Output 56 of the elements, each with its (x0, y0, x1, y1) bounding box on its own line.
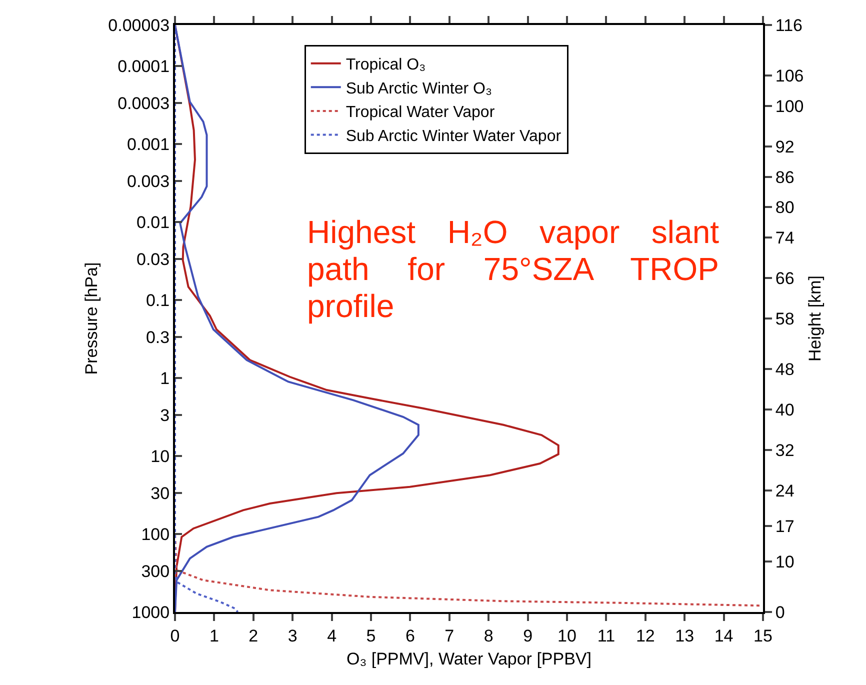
x-tick-label: 9 (523, 626, 533, 646)
y2-tick-label: 0 (775, 602, 785, 622)
x-tick-label: 14 (714, 626, 734, 646)
y-tick-label: 100 (141, 524, 170, 544)
x-tick-label: 0 (170, 626, 180, 646)
y2-tick-label: 17 (775, 516, 794, 536)
x-tick-label: 13 (675, 626, 694, 646)
legend-label: Sub Arctic Winter O₃ (346, 80, 492, 98)
legend-label: Sub Arctic Winter Water Vapor (346, 128, 562, 145)
y-tick-label: 300 (141, 562, 170, 582)
y2-tick-label: 10 (775, 552, 794, 572)
y2-tick-label: 40 (775, 400, 794, 420)
y2-tick-label: 86 (775, 168, 794, 187)
y2-tick-label: 58 (775, 309, 794, 328)
y2-tick-label: 74 (775, 228, 794, 248)
x-tick-label: 6 (405, 626, 415, 646)
y-tick-label: 0.1 (146, 290, 170, 310)
y-tick-label: 0.03 (136, 250, 170, 270)
y2-tick-label: 32 (775, 441, 794, 460)
y2-tick-label: 24 (775, 482, 794, 500)
y-axis-title: Pressure [hPa] (82, 262, 102, 375)
x-tick-label: 8 (484, 626, 494, 646)
x-tick-label: 15 (754, 626, 772, 646)
annotation: Highest H₂O vapor slant path for 75°SZA TROP profile (307, 214, 719, 325)
y-tick-label: 30 (150, 484, 170, 504)
x-tick-label: 7 (444, 626, 454, 646)
x-tick-label: 1 (209, 626, 219, 646)
y-tick-label: 0.01 (136, 212, 170, 232)
x-tick-label: 3 (288, 626, 298, 646)
y-tick-label: 0.00003 (108, 16, 170, 35)
y-tick-label: 0.003 (127, 172, 170, 192)
y-tick-label: 3 (160, 406, 170, 426)
x-tick-label: 2 (248, 626, 258, 646)
x-tick-label: 4 (327, 626, 337, 646)
x-tick-label: 5 (366, 626, 376, 646)
legend-label: Tropical Water Vapor (346, 104, 496, 122)
x-tick-label: 12 (636, 626, 655, 646)
y2-tick-label: 100 (775, 96, 804, 116)
y-tick-label: 0.001 (127, 134, 170, 154)
y2-tick-label: 106 (775, 66, 804, 86)
y-tick-label: 1 (160, 368, 170, 388)
y2-tick-label: 116 (775, 16, 803, 35)
y2-tick-label: 66 (775, 268, 794, 288)
y2-tick-label: 48 (775, 360, 794, 380)
x-tick-label: 10 (558, 626, 576, 646)
y-tick-label: 0.3 (146, 328, 170, 348)
y2-axis-title: Height [km] (806, 276, 825, 362)
y-tick-label: 10 (150, 446, 170, 466)
y-tick-label: 0.0003 (118, 94, 170, 113)
y-tick-label: 1000 (132, 602, 170, 622)
y2-tick-label: 92 (775, 137, 794, 156)
x-tick-label: 11 (597, 626, 616, 646)
y-tick-label: 0.0001 (118, 56, 170, 76)
y2-tick-label: 80 (775, 198, 794, 218)
x-axis-title: O₃ [PPMV], Water Vapor [PPBV] (346, 649, 592, 668)
legend-label: Tropical O₃ (346, 56, 426, 74)
